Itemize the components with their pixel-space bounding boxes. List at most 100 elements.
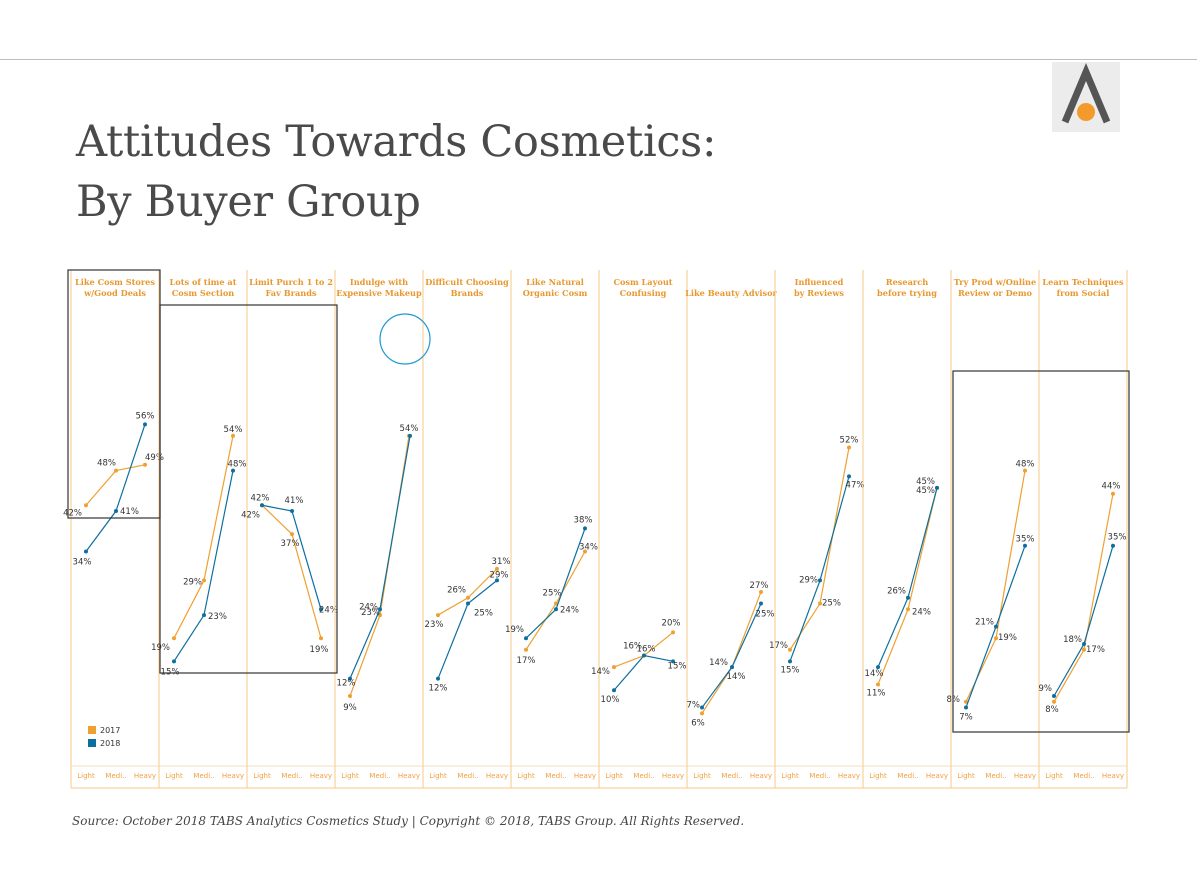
x-tick-label: Heavy [1014,772,1036,780]
data-label-2018: 12% [429,684,448,694]
data-label-2018: 15% [161,667,180,677]
data-label-2018: 15% [781,665,800,675]
x-tick-label: Heavy [662,772,684,780]
data-label-2017: 8% [1045,705,1059,715]
data-label-2018: 18% [1063,635,1082,645]
panel-title: from Social [1057,288,1110,298]
data-point-2018 [260,503,264,508]
series-line-2017 [789,447,850,651]
data-label-2017: 29% [183,577,202,587]
series-line-2018 [173,470,234,662]
panel-title: Research [886,277,928,287]
data-point-2018 [114,509,118,514]
data-label-2018: 29% [490,570,509,580]
series-line-2018 [613,654,674,691]
data-point-2017 [612,665,616,670]
data-point-2018 [84,549,88,554]
data-point-2017 [788,647,792,652]
data-label-2018: 21% [975,618,994,628]
data-label-2017: 23% [425,620,444,630]
panel-title: Like Cosm Stores [75,277,155,287]
data-point-2018 [818,578,822,583]
data-point-2018 [143,422,147,427]
data-label-2017: 25% [543,589,562,599]
x-tick-label: Light [781,772,799,780]
panel-title: w/Good Deals [83,288,146,298]
x-tick-label: Light [165,772,183,780]
data-point-2017 [319,636,323,641]
data-point-2018 [847,474,851,479]
data-point-2017 [466,595,470,600]
panel-title: Review or Demo [958,288,1033,298]
data-label-2017: 42% [241,510,260,520]
x-tick-label: Light [869,772,887,780]
data-label-2017: 34% [579,543,598,553]
legend-swatch [88,726,96,734]
legend-label: 2017 [100,726,120,735]
page-title: Attitudes Towards Cosmetics: By Buyer Gr… [76,112,716,232]
data-label-2017: 48% [97,459,116,469]
data-point-2018 [583,526,587,531]
data-label-2018: 48% [228,460,247,470]
data-label-2018: 24% [319,605,338,615]
data-label-2017: 42% [63,508,82,518]
series-line-2018 [701,603,762,708]
panel-title: Fav Brands [265,288,316,298]
data-label-2017: 37% [281,539,300,549]
data-label-2017: 14% [591,667,610,677]
data-point-2017 [1023,468,1027,473]
data-label-2017: 16% [623,642,642,652]
data-point-2017 [143,462,147,467]
series-line-2017 [525,551,586,651]
panel-title: Cosm Layout [613,277,672,287]
panel-title: Cosm Section [172,288,235,298]
data-point-2018 [319,607,323,612]
series-line-2018 [877,487,938,668]
data-label-2017: 31% [492,557,511,567]
data-point-2017 [583,549,587,554]
data-point-2018 [202,613,206,618]
data-label-2017: 26% [447,586,466,596]
data-label-2017: 17% [1086,645,1105,655]
data-label-2018: 23% [208,612,227,622]
data-label-2018: 14% [865,669,884,679]
x-tick-label: Light [429,772,447,780]
data-label-2017: 9% [343,703,357,713]
x-tick-label: Light [517,772,535,780]
x-tick-label: Light [693,772,711,780]
legend-swatch [88,739,96,747]
data-point-2017 [202,578,206,583]
data-label-2017: 52% [840,435,859,445]
data-point-2017 [378,613,382,618]
x-tick-label: Medi.. [369,772,390,780]
x-tick-label: Heavy [222,772,244,780]
data-label-2018: 45% [916,486,935,496]
legend-label: 2018 [100,739,120,748]
data-point-2017 [172,636,176,641]
data-point-2018 [964,705,968,710]
data-point-2017 [1052,699,1056,704]
data-label-2017: 44% [1102,482,1121,492]
data-label-2018: 25% [756,610,775,620]
data-point-2017 [994,636,998,641]
x-tick-label: Medi.. [721,772,742,780]
data-label-2017: 25% [822,599,841,609]
x-tick-label: Medi.. [1073,772,1094,780]
data-point-2018 [348,676,352,681]
data-label-2018: 41% [285,496,304,506]
panel-title: by Reviews [794,288,844,298]
tabs-logo-icon [1052,62,1120,132]
series-line-2018 [789,476,850,662]
data-label-2018: 29% [799,575,818,585]
x-tick-label: Light [957,772,975,780]
data-point-2018 [730,665,734,670]
highlight-box [952,370,1130,733]
data-point-2018 [1023,543,1027,548]
data-label-2018: 35% [1108,533,1127,543]
data-point-2017 [231,433,235,438]
data-point-2017 [847,445,851,450]
data-point-2018 [231,468,235,473]
panel-title: Try Prod w/Online [954,277,1036,287]
data-point-2017 [906,607,910,612]
